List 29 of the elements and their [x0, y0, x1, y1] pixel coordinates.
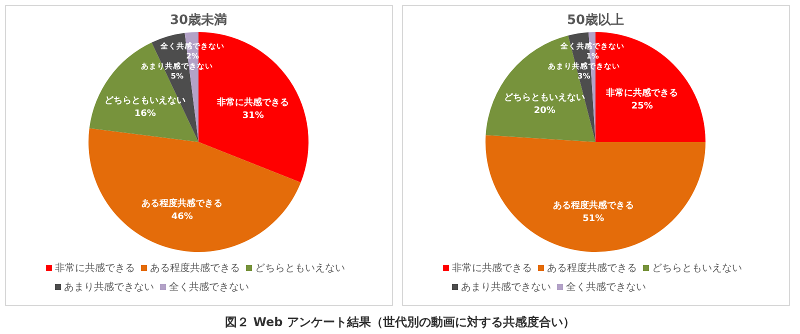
slice-label: ある程度共感できる: [552, 200, 634, 211]
slice-label: ある程度共感できる: [142, 198, 223, 209]
chart-title: 30歳未満: [170, 13, 228, 28]
legend-label: どちらともいえない: [652, 263, 742, 274]
caption: 図２ Web アンケート結果（世代別の動画に対する共感度合い）: [225, 315, 575, 329]
legend-label: 非常に共感できる: [55, 262, 135, 274]
legend-label: どちらともいえない: [255, 263, 345, 274]
slice-label: どちらともいえない: [504, 92, 586, 103]
pie-slice: [89, 42, 198, 142]
data-label: 51%: [582, 214, 604, 224]
legend-label: 全く共感できない: [169, 281, 249, 293]
data-label: 25%: [631, 101, 653, 112]
data-label: 46%: [171, 212, 193, 222]
legend-label: 非常に共感できる: [452, 262, 532, 274]
slice-label: 非常に共感できる: [605, 87, 678, 98]
pie-slice: [88, 128, 301, 252]
pie-slice: [486, 135, 706, 252]
legend-label: あまり共感できない: [64, 281, 154, 293]
legend-label: 全く共感できない: [566, 281, 646, 293]
chart-title: 50歳以上: [566, 13, 624, 28]
data-label: 31%: [242, 110, 264, 121]
pie-slice: [198, 32, 308, 182]
data-label: 20%: [534, 106, 556, 116]
legend-label: あまり共感できない: [461, 281, 551, 293]
legend-label: ある程度共感できる: [150, 262, 240, 274]
slice-label: 非常に共感できる: [216, 96, 290, 108]
data-label: 16%: [134, 109, 156, 120]
slice-label: どちらともいえない: [104, 95, 186, 106]
legend-label: ある程度共感できる: [547, 262, 637, 274]
